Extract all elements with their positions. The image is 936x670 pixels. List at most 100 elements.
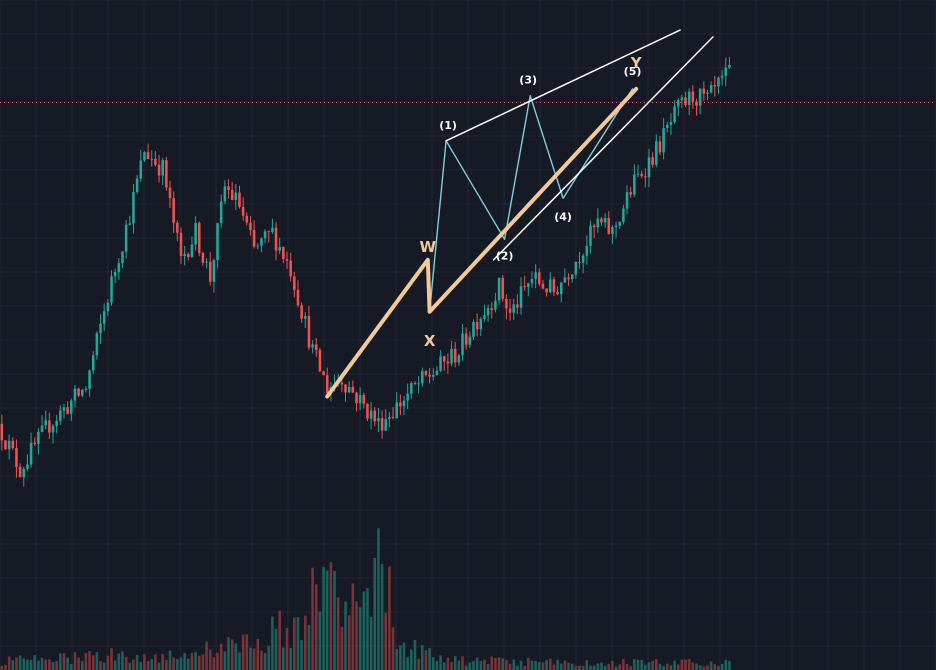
channel-upper-line bbox=[445, 29, 681, 142]
candle-body bbox=[102, 311, 106, 324]
candle-body bbox=[538, 272, 541, 284]
candle-body bbox=[435, 370, 439, 375]
volume-bar bbox=[304, 615, 307, 670]
candle-body bbox=[501, 277, 505, 299]
volume-bar bbox=[278, 610, 281, 670]
candle-body bbox=[304, 316, 307, 319]
volume-bar bbox=[234, 643, 238, 670]
volume-bar bbox=[523, 665, 526, 670]
candle-body bbox=[197, 222, 201, 253]
volume-bar bbox=[702, 666, 706, 670]
volume-bar bbox=[636, 659, 640, 670]
volume-bar bbox=[179, 657, 183, 670]
wave-label-4: (4) bbox=[554, 210, 572, 223]
candle-body bbox=[625, 192, 629, 209]
volume-bar bbox=[552, 664, 556, 670]
volume-bar bbox=[102, 662, 106, 670]
candle-body bbox=[194, 222, 197, 245]
volume-bar bbox=[574, 665, 578, 670]
volume-bar bbox=[373, 558, 377, 670]
candle-body bbox=[545, 288, 548, 293]
volume-bar bbox=[497, 657, 501, 670]
candle-body bbox=[486, 308, 490, 316]
candle-body bbox=[289, 260, 292, 277]
volume-bar bbox=[556, 659, 559, 670]
volume-bar bbox=[318, 611, 322, 670]
volume-bar bbox=[559, 663, 563, 670]
candle-body bbox=[494, 300, 497, 310]
candle-body bbox=[592, 225, 596, 228]
volume-bar bbox=[691, 662, 695, 670]
volume-bar bbox=[0, 665, 4, 670]
candle-body bbox=[70, 400, 73, 414]
volume-bar bbox=[581, 666, 585, 670]
candle-body bbox=[263, 231, 267, 239]
candle-body bbox=[647, 157, 651, 178]
candle-body bbox=[318, 350, 322, 372]
candle-body bbox=[249, 222, 252, 231]
volume-bar bbox=[486, 664, 490, 670]
volume-bar bbox=[88, 650, 91, 670]
volume-bar bbox=[410, 649, 413, 670]
candle-body bbox=[139, 160, 143, 179]
candle-body bbox=[117, 263, 121, 272]
candle-body bbox=[505, 298, 508, 309]
candle-body bbox=[230, 189, 234, 201]
candle-body bbox=[132, 192, 135, 224]
volume-bar bbox=[197, 655, 201, 670]
candle-body bbox=[717, 77, 720, 87]
candle-body bbox=[468, 336, 472, 345]
volume-bar bbox=[260, 650, 263, 670]
volume-bar bbox=[168, 650, 172, 670]
volume-bar bbox=[95, 652, 99, 670]
candle-body bbox=[713, 85, 717, 87]
candle-body bbox=[150, 158, 154, 160]
volume-bar bbox=[388, 566, 391, 670]
candle-body bbox=[113, 271, 117, 277]
candle-body bbox=[15, 448, 18, 467]
candle-body bbox=[260, 238, 263, 246]
volume-bar bbox=[603, 665, 607, 670]
candle-body bbox=[66, 407, 69, 414]
volume-bar bbox=[212, 657, 216, 670]
candle-body bbox=[589, 225, 592, 246]
volume-bar bbox=[223, 651, 227, 670]
candle-body bbox=[585, 245, 589, 256]
volume-bar bbox=[618, 664, 622, 670]
volume-bar bbox=[545, 659, 548, 670]
candle-body bbox=[48, 420, 51, 433]
volume-bar bbox=[154, 654, 157, 670]
candle-body bbox=[461, 333, 464, 356]
candle-body bbox=[267, 231, 271, 233]
volume-bar bbox=[720, 663, 724, 670]
candle-body bbox=[464, 333, 468, 345]
candle-body bbox=[351, 387, 355, 393]
candle-body bbox=[644, 176, 647, 178]
volume-bar bbox=[245, 634, 249, 670]
candle-body bbox=[208, 261, 212, 282]
volume-bar bbox=[680, 659, 684, 670]
volume-bar bbox=[347, 615, 351, 670]
volume-bar bbox=[516, 665, 519, 670]
volume-bar bbox=[172, 657, 175, 670]
volume-bar bbox=[706, 665, 709, 670]
candle-body bbox=[431, 374, 435, 377]
candle-body bbox=[296, 289, 300, 306]
volume-bar bbox=[446, 657, 450, 670]
candle-body bbox=[446, 361, 450, 364]
candle-body bbox=[574, 261, 578, 275]
candle-body bbox=[241, 206, 245, 216]
candle-body bbox=[399, 402, 402, 407]
candle-body bbox=[706, 92, 709, 94]
candle-body bbox=[0, 423, 4, 441]
volume-bar bbox=[176, 659, 179, 670]
candle-body bbox=[475, 321, 479, 330]
volume-bar bbox=[22, 658, 26, 670]
candle-body bbox=[391, 417, 395, 419]
wave-label-w: W bbox=[420, 238, 437, 256]
candle-body bbox=[728, 64, 731, 68]
candle-body bbox=[77, 388, 80, 396]
volume-bar bbox=[567, 662, 570, 670]
candle-body bbox=[724, 67, 728, 76]
